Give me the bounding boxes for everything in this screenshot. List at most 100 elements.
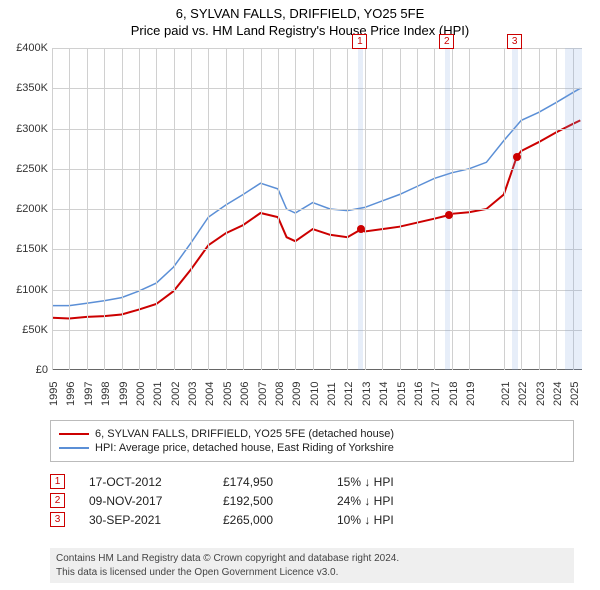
ytick-label: £350K <box>2 82 48 94</box>
chart-area: £0£50K£100K£150K£200K£250K£300K£350K£400… <box>52 48 582 370</box>
ytick-label: £100K <box>2 284 48 296</box>
ytick-label: £0 <box>2 364 48 376</box>
sale-diff: 15% ↓ HPI <box>337 475 437 489</box>
gridline-h <box>52 169 582 170</box>
xtick-label: 2014 <box>378 382 390 406</box>
gridline-v <box>504 48 505 370</box>
gridline-v <box>295 48 296 370</box>
titles: 6, SYLVAN FALLS, DRIFFIELD, YO25 5FE Pri… <box>0 0 600 38</box>
sale-point-icon <box>357 225 365 233</box>
xtick-label: 2003 <box>187 382 199 406</box>
xtick-label: 2024 <box>552 382 564 406</box>
xtick-label: 1998 <box>100 382 112 406</box>
gridline-v <box>278 48 279 370</box>
sale-marker-icon: 2 <box>50 493 65 508</box>
gridline-v <box>156 48 157 370</box>
sale-marker-icon: 3 <box>50 512 65 527</box>
gridline-v <box>452 48 453 370</box>
xtick-label: 2009 <box>291 382 303 406</box>
footer: Contains HM Land Registry data © Crown c… <box>50 548 574 583</box>
gridline-h <box>52 249 582 250</box>
title-main: 6, SYLVAN FALLS, DRIFFIELD, YO25 5FE <box>0 6 600 21</box>
xtick-label: 2008 <box>274 382 286 406</box>
xtick-label: 2011 <box>326 382 338 406</box>
sale-date: 30-SEP-2021 <box>89 513 199 527</box>
sale-price: £174,950 <box>223 475 313 489</box>
gridline-v <box>174 48 175 370</box>
sale-diff: 10% ↓ HPI <box>337 513 437 527</box>
gridline-v <box>434 48 435 370</box>
xtick-label: 2025 <box>569 382 581 406</box>
gridline-v <box>208 48 209 370</box>
gridline-v <box>400 48 401 370</box>
highlight-band <box>565 48 582 370</box>
xtick-label: 2016 <box>413 382 425 406</box>
gridline-v <box>69 48 70 370</box>
gridline-h <box>52 209 582 210</box>
gridline-v <box>469 48 470 370</box>
xtick-label: 2006 <box>239 382 251 406</box>
sale-price: £192,500 <box>223 494 313 508</box>
legend-label: HPI: Average price, detached house, East… <box>95 442 394 454</box>
xtick-label: 1999 <box>118 382 130 406</box>
highlight-band <box>445 48 450 370</box>
xtick-label: 1995 <box>48 382 60 406</box>
legend-item: HPI: Average price, detached house, East… <box>59 442 565 454</box>
gridline-v <box>261 48 262 370</box>
gridline-v <box>191 48 192 370</box>
xtick-label: 2023 <box>535 382 547 406</box>
xtick-label: 2004 <box>204 382 216 406</box>
xtick-label: 2018 <box>448 382 460 406</box>
chart-container: 6, SYLVAN FALLS, DRIFFIELD, YO25 5FE Pri… <box>0 0 600 590</box>
gridline-h <box>52 290 582 291</box>
xtick-label: 2005 <box>222 382 234 406</box>
gridline-v <box>417 48 418 370</box>
legend-item: 6, SYLVAN FALLS, DRIFFIELD, YO25 5FE (de… <box>59 428 565 440</box>
legend-swatch <box>59 433 89 435</box>
marker-box-icon: 2 <box>439 34 454 49</box>
gridline-h <box>52 48 582 49</box>
xtick-label: 2019 <box>465 382 477 406</box>
gridline-h <box>52 129 582 130</box>
ytick-label: £50K <box>2 324 48 336</box>
gridline-v <box>104 48 105 370</box>
legend-swatch <box>59 447 89 449</box>
gridline-v <box>347 48 348 370</box>
marker-box-icon: 1 <box>352 34 367 49</box>
xtick-label: 2002 <box>170 382 182 406</box>
sale-point-icon <box>445 211 453 219</box>
xtick-label: 2021 <box>500 382 512 406</box>
sale-marker-icon: 1 <box>50 474 65 489</box>
xtick-label: 2001 <box>152 382 164 406</box>
xtick-label: 1997 <box>83 382 95 406</box>
gridline-v <box>139 48 140 370</box>
gridline-v <box>330 48 331 370</box>
ytick-label: £250K <box>2 163 48 175</box>
table-row: 3 30-SEP-2021 £265,000 10% ↓ HPI <box>50 512 574 527</box>
gridline-v <box>52 48 53 370</box>
sale-date: 09-NOV-2017 <box>89 494 199 508</box>
sales-table: 1 17-OCT-2012 £174,950 15% ↓ HPI 2 09-NO… <box>50 470 574 531</box>
xtick-label: 2000 <box>135 382 147 406</box>
marker-box-icon: 3 <box>507 34 522 49</box>
highlight-band <box>358 48 363 370</box>
sale-diff: 24% ↓ HPI <box>337 494 437 508</box>
gridline-v <box>539 48 540 370</box>
xtick-label: 2007 <box>257 382 269 406</box>
sale-point-icon <box>513 153 521 161</box>
footer-line1: Contains HM Land Registry data © Crown c… <box>56 552 568 566</box>
sale-price: £265,000 <box>223 513 313 527</box>
gridline-v <box>122 48 123 370</box>
xtick-label: 2010 <box>309 382 321 406</box>
xtick-label: 2017 <box>430 382 442 406</box>
gridline-v <box>556 48 557 370</box>
ytick-label: £150K <box>2 243 48 255</box>
gridline-h <box>52 330 582 331</box>
xtick-label: 2012 <box>343 382 355 406</box>
gridline-v <box>382 48 383 370</box>
gridline-v <box>226 48 227 370</box>
legend: 6, SYLVAN FALLS, DRIFFIELD, YO25 5FE (de… <box>50 420 574 462</box>
legend-label: 6, SYLVAN FALLS, DRIFFIELD, YO25 5FE (de… <box>95 428 394 440</box>
gridline-v <box>243 48 244 370</box>
gridline-h <box>52 88 582 89</box>
